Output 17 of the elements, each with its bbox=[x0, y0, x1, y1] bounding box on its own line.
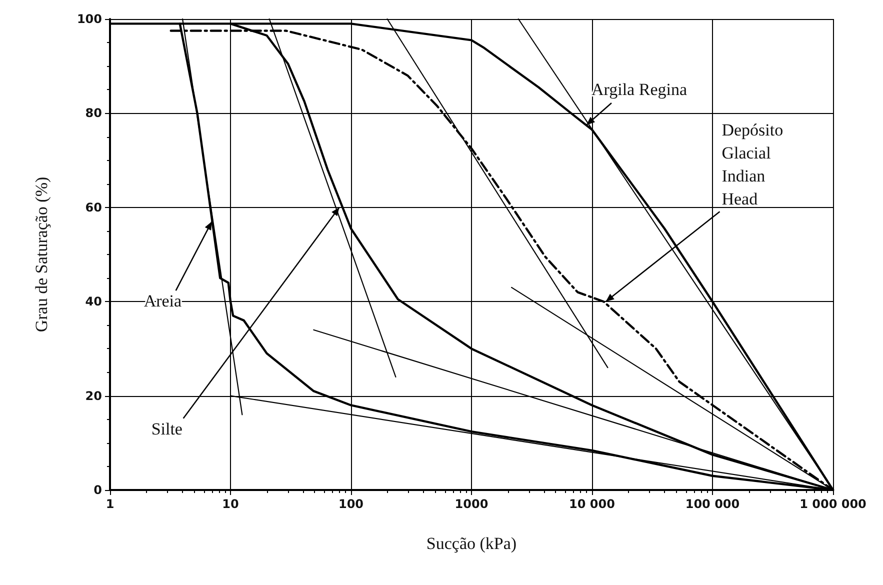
x-tick-label: 100 000 bbox=[685, 497, 740, 511]
x-tick-label: 1 bbox=[106, 497, 114, 511]
x-tick-label: 1000 bbox=[454, 497, 488, 511]
annotation: Depósito Glacial Indian Head bbox=[722, 120, 784, 209]
y-tick-label: 20 bbox=[85, 388, 102, 403]
y-tick-label: 0 bbox=[94, 483, 102, 497]
y-tick-label: 60 bbox=[85, 200, 102, 214]
y-tick-label: 100 bbox=[76, 12, 102, 26]
annotation: Silte bbox=[151, 419, 182, 438]
x-tick-label: 1 000 000 bbox=[800, 497, 866, 511]
x-tick-label: 10 bbox=[222, 497, 239, 511]
y-tick-label: 40 bbox=[85, 294, 102, 309]
y-axis-title: Grau de Saturação (%) bbox=[32, 176, 51, 332]
x-tick-label: 100 bbox=[338, 497, 364, 511]
y-tick-label: 80 bbox=[85, 106, 102, 120]
x-tick-label: 10 000 bbox=[569, 497, 615, 511]
x-axis-title: Sucção (kPa) bbox=[426, 534, 517, 553]
